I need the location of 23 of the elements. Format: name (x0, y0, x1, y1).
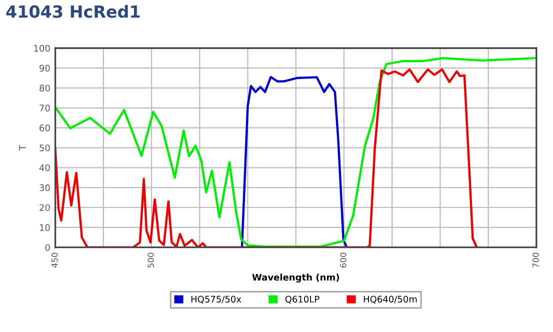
y-tick-label: 0 (45, 244, 50, 251)
y-tick-label: 50 (40, 144, 50, 152)
y-axis-title: T (19, 144, 26, 151)
y-tick-label: 60 (40, 124, 50, 132)
legend-label: HQ575/50x (191, 296, 242, 304)
x-tick-label: 500 (148, 252, 154, 268)
x-axis-title: Wavelength (nm) (252, 274, 339, 282)
y-tick-label: 90 (40, 64, 50, 72)
y-tick-label: 30 (40, 184, 50, 192)
x-tick-label: 700 (532, 252, 539, 268)
y-tick-label: 10 (40, 224, 50, 231)
line-series (240, 76, 348, 248)
y-tick-label: 100 (34, 44, 50, 52)
y-tick-label: 20 (40, 204, 50, 212)
y-tick-label: 40 (39, 164, 50, 172)
x-tick-label: 450 (51, 252, 58, 268)
y-tick-label: 80 (40, 84, 50, 92)
legend-label: Q610LP (285, 296, 320, 304)
legend-label: HQ640/50m (364, 296, 417, 304)
chart-title: 41043 HcRed1 (6, 4, 140, 18)
line-series (55, 68, 478, 248)
x-tick-label: 600 (340, 252, 346, 268)
y-tick-label: 70 (40, 104, 50, 112)
